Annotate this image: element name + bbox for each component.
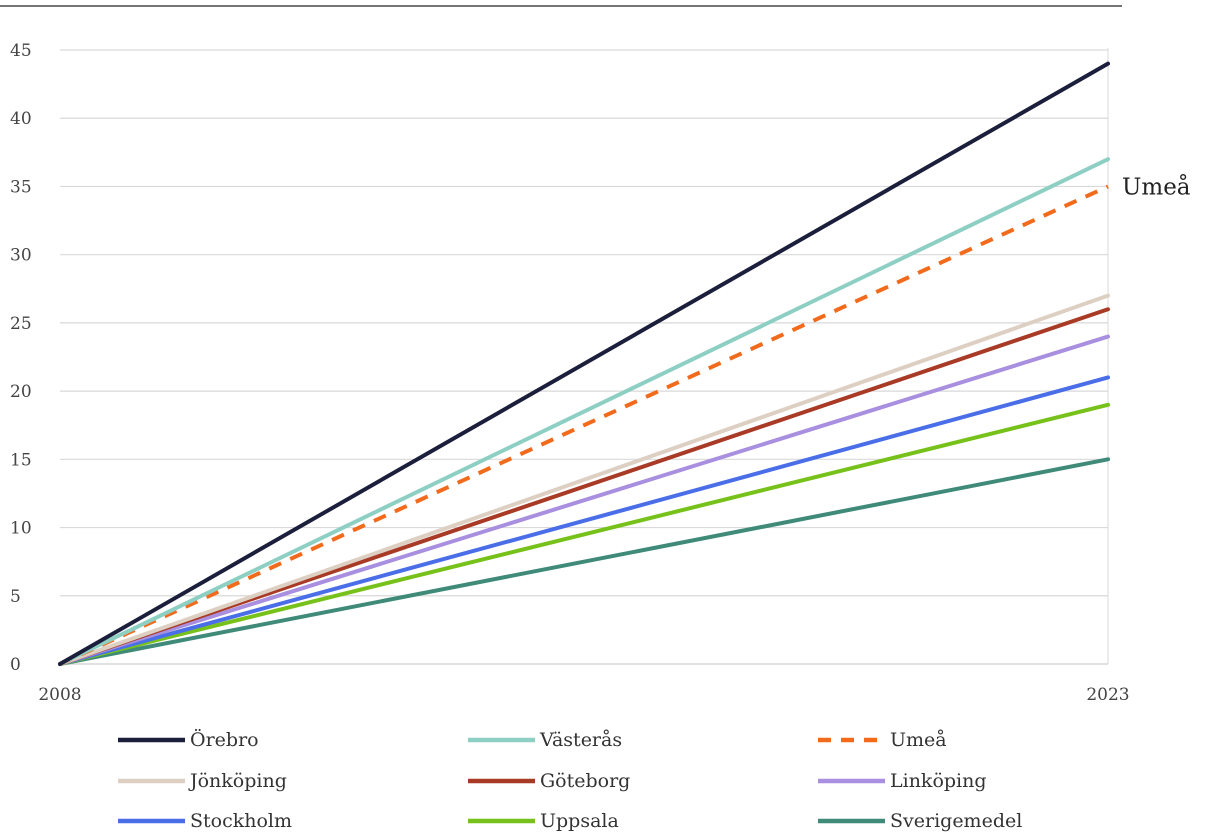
- x-axis-ticks: 2008 2023: [38, 685, 1129, 705]
- series-line-vasteras: [58, 157, 1110, 666]
- gridlines: [60, 48, 1109, 665]
- x-tick-label: 2008: [38, 685, 81, 705]
- series-line-uppsala: [58, 402, 1110, 666]
- legend-label-uppsala: Uppsala: [540, 810, 619, 832]
- legend-label-goteborg: Göteborg: [540, 770, 630, 792]
- y-tick-label: 20: [10, 382, 32, 402]
- y-tick-label: 40: [10, 109, 32, 129]
- y-tick-label: 10: [10, 519, 32, 539]
- legend-label-sverigemedel: Sverigemedel: [890, 810, 1022, 832]
- legend: Örebro Västerås Umeå Jönköping Göteborg Linkö…: [118, 728, 1022, 832]
- y-tick-label: 0: [10, 655, 21, 675]
- series-line-orebro: [58, 61, 1110, 666]
- y-tick-label: 30: [10, 246, 32, 266]
- series-line-jonkoping: [58, 293, 1110, 666]
- y-tick-label: 25: [10, 314, 32, 334]
- legend-label-umea: Umeå: [890, 729, 947, 751]
- y-tick-label: 5: [10, 587, 21, 607]
- umea-annotation: Umeå: [1122, 173, 1191, 200]
- legend-label-stockholm: Stockholm: [190, 810, 292, 832]
- series-line-goteborg: [58, 307, 1110, 666]
- legend-label-vasteras: Västerås: [539, 729, 622, 751]
- series-line-umea: [59, 184, 1109, 666]
- legend-label-jonkoping: Jönköping: [188, 770, 287, 792]
- series-line-linkoping: [58, 334, 1110, 666]
- y-axis-ticks: 0 5 10 15 20 25 30 35 40 45: [10, 41, 32, 675]
- series-lines: [58, 61, 1110, 666]
- y-tick-label: 35: [10, 177, 32, 197]
- x-tick-label: 2023: [1086, 685, 1129, 705]
- y-tick-label: 15: [10, 450, 32, 470]
- series-line-sverigemedel: [58, 457, 1110, 666]
- legend-label-linkoping: Linköping: [890, 770, 987, 792]
- legend-label-orebro: Örebro: [190, 728, 259, 751]
- y-tick-label: 45: [10, 41, 32, 61]
- series-line-stockholm: [58, 375, 1110, 666]
